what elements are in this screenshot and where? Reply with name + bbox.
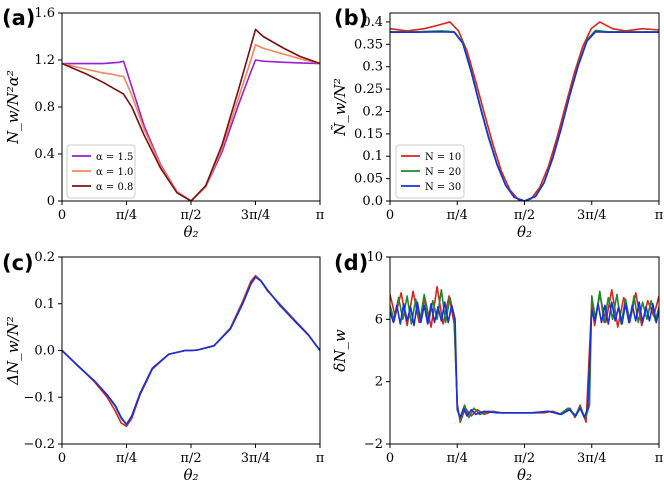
y-tick-label: 0: [47, 194, 55, 209]
x-tick-label: π/4: [116, 451, 137, 466]
series-line-3: [62, 276, 320, 426]
y-tick-label: 0.2: [34, 250, 55, 265]
y-tick-label: 0.15: [354, 127, 383, 142]
y-tick-label: 10: [366, 250, 383, 265]
x-tick-label: 0: [386, 451, 394, 466]
y-axis-label: ΔN_w/N²: [4, 316, 22, 386]
y-tick-label: 0.05: [354, 172, 383, 187]
x-tick-label: 0: [386, 208, 394, 223]
x-tick-label: π/4: [447, 451, 468, 466]
y-tick-label: 0.2: [362, 104, 383, 119]
x-tick-label: π/2: [180, 208, 201, 223]
x-tick-label: π: [655, 208, 664, 223]
panel-b: 0 π/4 π/2 3π/4 π 0.0 0.05 0.1 0.15 0.2 0.25 0.3 0.35…: [331, 6, 664, 241]
y-tick-label: 0.35: [354, 37, 383, 52]
legend-box: [66, 144, 136, 199]
x-tick-label: 3π/4: [241, 208, 270, 223]
panel-label: (b): [334, 6, 368, 30]
y-tick-label: 0.1: [34, 297, 55, 312]
x-axis-label: θ₂: [517, 466, 532, 482]
plot-frame: [389, 256, 660, 445]
x-axis-label: θ₂: [183, 223, 198, 241]
x-tick-label: 0: [58, 208, 66, 223]
series-line-3: [390, 31, 659, 201]
y-axis-label: δN_w: [331, 329, 349, 372]
y-tick-label: 0.4: [34, 147, 55, 162]
y-tick-label: 0.25: [354, 82, 383, 97]
y-tick-label: 0.3: [362, 60, 383, 75]
y-tick-label: 0.1: [362, 149, 383, 164]
y-tick-label: 0.8: [34, 100, 55, 115]
x-tick-label: π/2: [180, 451, 201, 466]
y-tick-label: 0.0: [362, 194, 383, 209]
panel-a: 0 π/4 π/2 3π/4 π 0 0.4 0.8 1.2 1.6 θ₂ N_w/N²α² (a) α …: [2, 6, 325, 241]
y-tick-label: −0.2: [23, 437, 55, 452]
x-tick-label: π/2: [514, 451, 535, 466]
x-axis-label: θ₂: [517, 223, 532, 241]
x-tick-label: 3π/4: [577, 451, 606, 466]
series-line-3: [62, 28, 320, 201]
y-tick-label: 0.0: [34, 344, 55, 359]
x-tick-label: π: [655, 451, 664, 466]
legend-box: [395, 144, 465, 199]
x-tick-label: 3π/4: [241, 451, 270, 466]
y-tick-label: 6: [375, 312, 383, 327]
x-tick-label: π: [316, 208, 325, 223]
panel-label: (d): [334, 251, 368, 275]
panel-label: (a): [2, 6, 35, 30]
y-tick-label: −2: [364, 437, 383, 452]
series-line-1: [390, 21, 659, 201]
series-line-3: [390, 301, 659, 419]
y-tick-label: 1.6: [34, 6, 55, 21]
y-axis-label: N_w/N²α²: [4, 70, 22, 145]
y-tick-label: 0.4: [362, 15, 383, 30]
legend: α = 1.5 α = 1.0 α = 0.8: [66, 144, 136, 199]
panel-d: 0 π/4 π/2 3π/4 π −2 2 6 10 θ₂ δN_w (d): [331, 250, 664, 482]
x-tick-label: 3π/4: [577, 208, 606, 223]
y-tick-label: 1.2: [34, 53, 55, 68]
y-axis-label: Ñ_w/N²: [331, 78, 349, 137]
x-axis-label: θ₂: [183, 466, 198, 482]
panel-c: 0 π/4 π/2 3π/4 π −0.2 −0.1 0.0 0.1 0.2 θ₂ ΔN_w/N² (c…: [2, 250, 325, 482]
y-tick-label: −0.1: [23, 390, 55, 405]
legend-entry-label: α = 0.8: [96, 182, 133, 193]
x-tick-label: 0: [58, 451, 66, 466]
legend: N = 10 N = 20 N = 30: [395, 144, 465, 199]
x-tick-label: π/4: [447, 208, 468, 223]
x-tick-label: π/4: [116, 208, 137, 223]
legend-entry-label: N = 10: [425, 152, 461, 163]
legend-entry-label: α = 1.0: [96, 167, 133, 178]
x-tick-label: π/2: [514, 208, 535, 223]
legend-entry-label: N = 30: [425, 182, 461, 193]
y-tick-label: 2: [375, 375, 383, 390]
legend-entry-label: α = 1.5: [96, 152, 133, 163]
panel-label: (c): [2, 251, 34, 275]
legend-entry-label: N = 20: [425, 167, 461, 178]
x-tick-label: π: [316, 451, 325, 466]
